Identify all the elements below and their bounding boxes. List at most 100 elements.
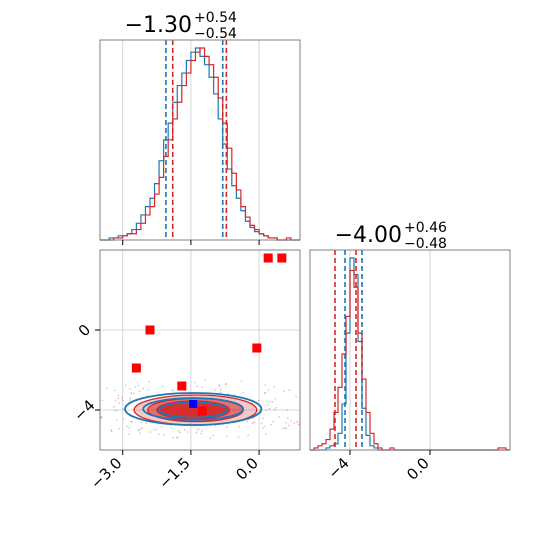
sample-dot <box>278 416 280 418</box>
sample-dot <box>131 421 133 423</box>
2d-x-tick-label: 0.0 <box>232 454 262 484</box>
sample-dot <box>172 436 174 439</box>
sample-dot <box>134 386 137 388</box>
red-marker-point <box>177 381 187 391</box>
sample-dot <box>114 399 117 402</box>
sample-dot <box>295 395 297 398</box>
sample-dot <box>113 406 115 408</box>
sample-dot <box>214 389 217 392</box>
sample-dot <box>128 427 130 429</box>
sample-dot <box>264 433 267 435</box>
sample-dot <box>116 409 119 411</box>
sample-dot <box>286 409 289 411</box>
sample-dot <box>137 384 140 387</box>
sample-dot <box>114 409 116 412</box>
0-frame <box>99 39 301 241</box>
sample-dot <box>196 429 199 431</box>
sample-dot <box>262 427 264 429</box>
sample-dot <box>284 427 286 429</box>
sample-dot <box>251 422 254 424</box>
sample-dot <box>125 384 127 386</box>
sample-dot <box>268 408 271 410</box>
sample-dot <box>172 389 175 392</box>
histogram-panel-param2: −4.00 +0.46−0.48 −4 0.0 <box>309 220 511 484</box>
red-marker-point <box>277 253 287 263</box>
sample-dot <box>226 435 228 438</box>
sample-dot <box>214 424 217 427</box>
sample-dot <box>225 382 227 385</box>
sample-dot <box>246 420 249 423</box>
1-title-upper-error: +0.46 <box>404 220 447 236</box>
sample-dot <box>129 399 131 401</box>
sample-dot <box>113 389 116 392</box>
1-title-value: −4.00 <box>335 223 402 248</box>
0-histogram-series-red <box>100 47 300 241</box>
sample-dot <box>274 397 277 400</box>
sample-dot <box>100 416 103 419</box>
sample-dot <box>275 406 278 409</box>
sample-dot <box>179 431 181 434</box>
sample-dot <box>121 396 124 399</box>
contour-level-blue <box>124 392 263 426</box>
2d-y-tick-label: −4 <box>70 396 98 424</box>
sample-dot <box>118 402 120 404</box>
sample-dot <box>219 391 222 394</box>
sample-dot <box>290 420 292 422</box>
sample-dot <box>153 429 155 431</box>
2d-x-tick-label: −3.0 <box>87 454 125 492</box>
sample-dot <box>100 416 102 419</box>
sample-dot <box>200 432 202 435</box>
0-title-upper-error: +0.54 <box>194 10 237 26</box>
sample-dot <box>283 390 285 392</box>
red-marker-point <box>252 343 262 353</box>
sample-dot <box>285 427 288 429</box>
red-marker-point <box>263 253 273 263</box>
0-histogram-series-blue <box>100 47 300 241</box>
sample-dot <box>163 433 165 436</box>
2d-x-tick-label: −1.5 <box>155 454 193 492</box>
sample-dot <box>176 436 178 439</box>
sample-dot <box>176 436 179 439</box>
sample-dot <box>242 391 244 394</box>
sample-dot <box>148 380 150 383</box>
sample-dot <box>286 417 289 420</box>
sample-dot <box>204 379 207 381</box>
0-title-lower-error: −0.54 <box>194 26 237 42</box>
sample-dot <box>196 385 199 388</box>
sample-dot <box>183 428 186 431</box>
sample-dot <box>264 392 267 395</box>
sample-dot <box>270 423 272 426</box>
sample-dot <box>265 408 267 411</box>
sample-dot <box>218 384 221 387</box>
sample-dot <box>237 436 240 438</box>
sample-dot <box>117 397 120 400</box>
sample-dot <box>145 422 148 424</box>
sample-dot <box>137 429 140 432</box>
sample-dot <box>118 427 121 430</box>
sample-dot <box>129 388 131 390</box>
sample-dot <box>133 392 135 395</box>
sample-dot <box>267 389 270 391</box>
sample-dot <box>198 428 200 430</box>
sample-dot <box>160 426 163 428</box>
sample-dot <box>273 385 275 388</box>
sample-dot <box>253 421 255 423</box>
sample-dot <box>274 408 276 411</box>
sample-dot <box>105 387 108 390</box>
sample-dot <box>186 431 189 433</box>
sample-dot <box>257 399 260 402</box>
sample-dot <box>130 391 132 394</box>
sample-dot <box>296 421 298 423</box>
sample-dot <box>268 400 271 403</box>
sample-dot <box>117 394 120 397</box>
sample-dot <box>224 383 227 386</box>
sample-dot <box>177 430 180 432</box>
sample-dot <box>263 425 266 428</box>
sample-dot <box>282 427 284 429</box>
sample-dot <box>140 421 143 424</box>
sample-dot <box>272 420 275 423</box>
sample-dot <box>130 393 133 395</box>
sample-dot <box>170 427 173 429</box>
